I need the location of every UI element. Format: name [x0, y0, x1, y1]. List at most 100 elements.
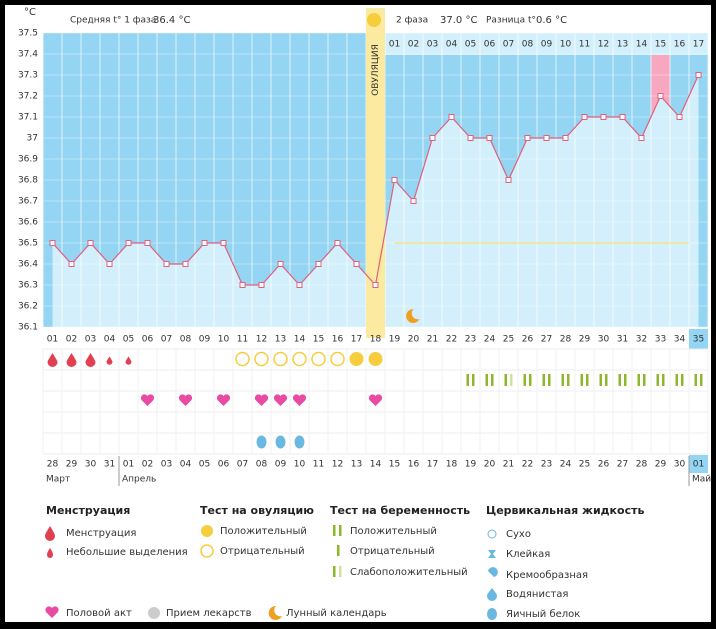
y-tick-label: 36.1 — [18, 323, 38, 333]
ovulation-label: ОВУЛЯЦИЯ — [371, 44, 381, 96]
y-tick-label: 37 — [27, 134, 38, 144]
x-tick-label: 13 — [275, 335, 286, 345]
date: 28 — [636, 460, 648, 470]
ovulation-negative — [273, 351, 288, 367]
temp-point — [657, 93, 664, 99]
pregnancy-test — [561, 374, 570, 386]
date: 28 — [47, 460, 59, 470]
pregnancy-bar — [504, 374, 507, 386]
legend-icon — [487, 529, 497, 539]
egg-white — [256, 435, 267, 449]
pregnancy-test — [599, 374, 608, 386]
x-tick-label: 16 — [332, 335, 344, 345]
temp-point — [543, 135, 550, 141]
legend-item: Отрицательный — [220, 546, 305, 557]
month: Март — [46, 475, 70, 485]
phase2-day: 10 — [560, 40, 572, 50]
legend-icon — [488, 550, 496, 558]
x-tick-label: 25 — [503, 335, 514, 345]
temp-point — [524, 135, 531, 141]
legend: Менструация Менструация Небольшие выделе… — [45, 504, 644, 620]
pregnancy-bar — [548, 374, 551, 386]
phase2-day: 03 — [427, 40, 438, 50]
pregnancy-bar — [510, 374, 513, 386]
intercourse — [178, 394, 193, 406]
date: 27 — [617, 460, 628, 470]
legend-icon — [487, 588, 497, 601]
spotting — [106, 356, 113, 365]
x-tick-label: 35 — [693, 335, 704, 345]
legend-item: Положительный — [220, 526, 307, 537]
phase2-label: 2 фаза — [396, 16, 428, 26]
phase2-day: 12 — [598, 40, 609, 50]
y-tick-label: 36.4 — [18, 260, 38, 270]
temp-point — [144, 240, 151, 246]
phase2-day: 11 — [579, 40, 590, 50]
date: 10 — [294, 460, 306, 470]
date: 07 — [237, 460, 248, 470]
menstruation — [66, 353, 77, 367]
pregnancy-bar — [586, 374, 589, 386]
temp-point — [49, 240, 56, 246]
pregnancy-bar — [599, 374, 602, 386]
temp-point — [486, 135, 493, 141]
month: Апрель — [122, 475, 156, 485]
intercourse — [368, 394, 383, 406]
date: 02 — [142, 460, 153, 470]
x-tick-label: 27 — [541, 335, 552, 345]
legend-icon — [45, 526, 55, 541]
pregnancy-test — [675, 374, 684, 386]
date: 21 — [503, 460, 514, 470]
date: 03 — [161, 460, 172, 470]
temp-point — [334, 240, 341, 246]
x-tick-label: 06 — [142, 335, 154, 345]
x-tick-label: 08 — [180, 335, 192, 345]
pregnancy-test — [656, 374, 665, 386]
phase2-day: 08 — [522, 40, 534, 50]
legend-title: Цервикальная жидкость — [486, 504, 644, 517]
x-tick-label: 32 — [636, 335, 647, 345]
unit: °C — [24, 7, 36, 18]
temp-point — [600, 114, 607, 120]
intercourse — [292, 394, 307, 406]
legend-title: Тест на овуляцию — [200, 504, 314, 517]
legend-icon — [268, 605, 282, 620]
date: 04 — [180, 460, 192, 470]
date: 13 — [351, 460, 362, 470]
pregnancy-bar — [700, 374, 703, 386]
phase2-day: 04 — [446, 40, 458, 50]
x-tick-label: 17 — [351, 335, 362, 345]
temp-point — [239, 282, 246, 288]
pregnancy-test — [618, 374, 627, 386]
x-tick-label: 18 — [370, 335, 382, 345]
temp-point — [182, 261, 189, 267]
y-tick-label: 36.2 — [18, 302, 38, 312]
pregnancy-bar — [491, 374, 494, 386]
pregnancy-bar — [656, 374, 659, 386]
pregnancy-bar — [466, 374, 469, 386]
legend-icon — [148, 607, 160, 619]
legend-item: Прием лекарств — [166, 608, 252, 619]
phase2-value: 37.0 °C — [440, 15, 477, 26]
date: 06 — [218, 460, 230, 470]
legend-item: Клейкая — [506, 549, 550, 560]
ovulation-negative — [235, 351, 250, 367]
date: 23 — [541, 460, 552, 470]
pregnancy-test — [694, 374, 703, 386]
date: 22 — [522, 460, 533, 470]
egg-white — [275, 435, 286, 449]
pregnancy-bar — [618, 374, 621, 386]
x-tick-label: 29 — [579, 335, 591, 345]
legend-title: Тест на беременность — [330, 504, 470, 517]
x-tick-label: 02 — [66, 335, 77, 345]
temp-point — [68, 261, 75, 267]
x-tick-label: 12 — [256, 335, 267, 345]
legend-item: Менструация — [66, 528, 136, 539]
temp-point — [448, 114, 455, 120]
pregnancy-test — [485, 374, 494, 386]
pregnancy-bar — [624, 374, 627, 386]
temp-point — [695, 72, 702, 78]
x-tick-label: 14 — [294, 335, 306, 345]
temp-point — [258, 282, 265, 288]
